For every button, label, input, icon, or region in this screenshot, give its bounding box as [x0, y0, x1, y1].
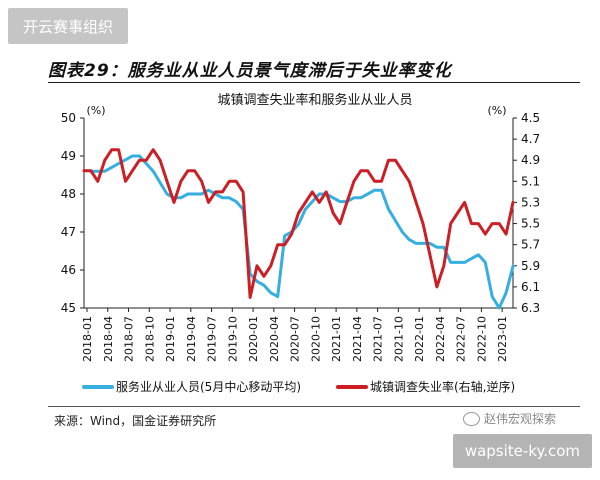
x-tick-label: 2021-07 [372, 316, 385, 362]
legend: 服务业从业人员(5月中心移动平均) 城镇调查失业率(右轴,逆序) [82, 379, 515, 394]
x-tick-label: 2018-07 [123, 316, 136, 362]
right-tick-label: 5.7 [521, 238, 540, 252]
legend-label-unemployment: 城镇调查失业率(右轴,逆序) [370, 379, 515, 394]
right-tick-label: 4.7 [521, 132, 540, 146]
right-tick-label: 6.1 [521, 280, 540, 294]
right-tick-label: 5.1 [521, 174, 540, 188]
x-tick-label: 2021-01 [330, 316, 343, 362]
right-axis-ticks: 4.5 4.7 4.9 5.1 5.3 5.5 5.7 5.9 6.1 6.3 [513, 111, 540, 315]
right-tick-label: 5.3 [521, 195, 540, 209]
series-layer [82, 148, 515, 310]
x-tick-label: 2022-10 [475, 316, 488, 362]
wechat-label: 赵伟宏观探索 [483, 412, 556, 426]
left-tick-label: 45 [61, 301, 76, 315]
legend-label-services: 服务业从业人员(5月中心移动平均) [116, 379, 301, 394]
x-tick-label: 2020-10 [309, 316, 322, 362]
x-tick-label: 2020-04 [268, 316, 281, 362]
right-tick-label: 6.3 [521, 301, 540, 315]
right-tick-label: 5.5 [521, 217, 540, 231]
x-tick-label: 2021-04 [351, 316, 364, 362]
left-tick-label: 46 [61, 263, 76, 277]
x-tick-label: 2022-07 [455, 316, 468, 362]
axes [83, 118, 514, 309]
x-tick-label: 2020-01 [247, 316, 260, 362]
right-axis-unit: (%) [487, 104, 506, 117]
x-tick-label: 2022-04 [434, 316, 447, 362]
chart: 城镇调查失业率和服务业从业人员 (%) (%) 45 46 47 48 49 50 4.5… [61, 92, 540, 394]
series-line-services [89, 154, 515, 310]
wechat-icon [462, 411, 480, 426]
x-tick-label: 2019-04 [185, 316, 198, 362]
x-tick-label: 2019-01 [164, 316, 177, 362]
title-divider [48, 82, 580, 83]
x-tick-label: 2019-07 [206, 316, 219, 362]
left-tick-label: 47 [61, 225, 76, 239]
left-tick-label: 48 [61, 187, 76, 201]
x-tick-label: 2023-01 [496, 316, 509, 362]
right-tick-label: 5.9 [521, 259, 540, 273]
x-tick-label: 2018-01 [81, 316, 94, 362]
right-tick-label: 4.5 [521, 111, 540, 125]
chart-title: 城镇调查失业率和服务业从业人员 [217, 92, 412, 108]
left-axis-unit: (%) [86, 104, 105, 117]
x-tick-label: 2022-01 [413, 316, 426, 362]
x-tick-label: 2019-10 [226, 316, 239, 362]
source-divider [48, 406, 580, 407]
x-tick-label: 2020-07 [289, 316, 302, 362]
source-note: 来源：Wind，国金证券研究所 [54, 414, 217, 428]
top-watermark: 开云赛事组织 [8, 8, 128, 44]
left-tick-label: 49 [61, 149, 76, 163]
x-tick-label: 2018-04 [102, 316, 115, 362]
x-tick-label: 2018-10 [143, 316, 156, 362]
bottom-watermark: wapsite-ky.com [452, 434, 592, 468]
wechat-account: 赵伟宏观探索 [462, 410, 556, 427]
left-axis-ticks: 45 46 47 48 49 50 [61, 111, 84, 315]
x-axis-ticks: 2018-01 2018-04 2018-07 2018-10 2019-01 2019-… [81, 308, 509, 362]
left-tick-label: 50 [61, 111, 76, 125]
series-line-unemployment [82, 148, 515, 299]
x-tick-label: 2021-10 [392, 316, 405, 362]
right-tick-label: 4.9 [521, 153, 540, 167]
figure-title: 图表29：服务业从业人员景气度滞后于失业率变化 [48, 61, 452, 81]
